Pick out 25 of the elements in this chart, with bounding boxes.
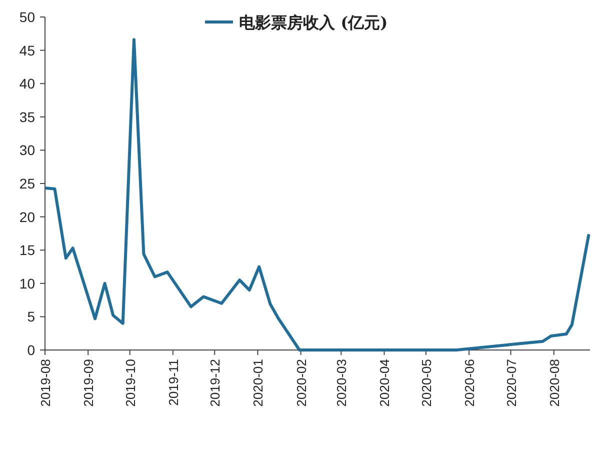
x-tick-label: 2020-01 [250, 359, 266, 407]
x-tick-label: 2020-07 [504, 359, 519, 407]
legend-label: 电影票房收入 (亿元) [239, 13, 388, 32]
x-tick-label: 2019-10 [122, 359, 138, 407]
x-tick-label: 2020-04 [377, 359, 392, 407]
y-tick-label: 15 [19, 242, 36, 258]
y-tick-label: 10 [19, 275, 36, 292]
x-tick-label: 2019-11 [166, 359, 181, 406]
y-tick-label: 45 [19, 42, 36, 58]
x-tick-label: 2019-12 [208, 359, 223, 407]
y-tick-label: 20 [19, 208, 36, 225]
y-tick-label: 0 [27, 342, 36, 358]
y-tick-label: 5 [27, 308, 36, 325]
x-tick-label: 2020-06 [462, 359, 478, 407]
x-tick-label: 2020-08 [546, 359, 562, 407]
x-tick-label: 2020-03 [334, 359, 350, 407]
x-tick-label: 2020-05 [418, 359, 434, 407]
y-tick-label: 30 [19, 142, 36, 158]
y-tick-label: 40 [19, 76, 36, 92]
y-tick-label: 35 [19, 108, 36, 125]
x-tick-label: 2019-09 [81, 359, 96, 407]
y-tick-label: 50 [19, 9, 36, 25]
x-tick-label: 2019-08 [38, 359, 53, 407]
y-tick-label: 25 [19, 176, 36, 192]
x-tick-label: 2020-02 [294, 359, 309, 407]
